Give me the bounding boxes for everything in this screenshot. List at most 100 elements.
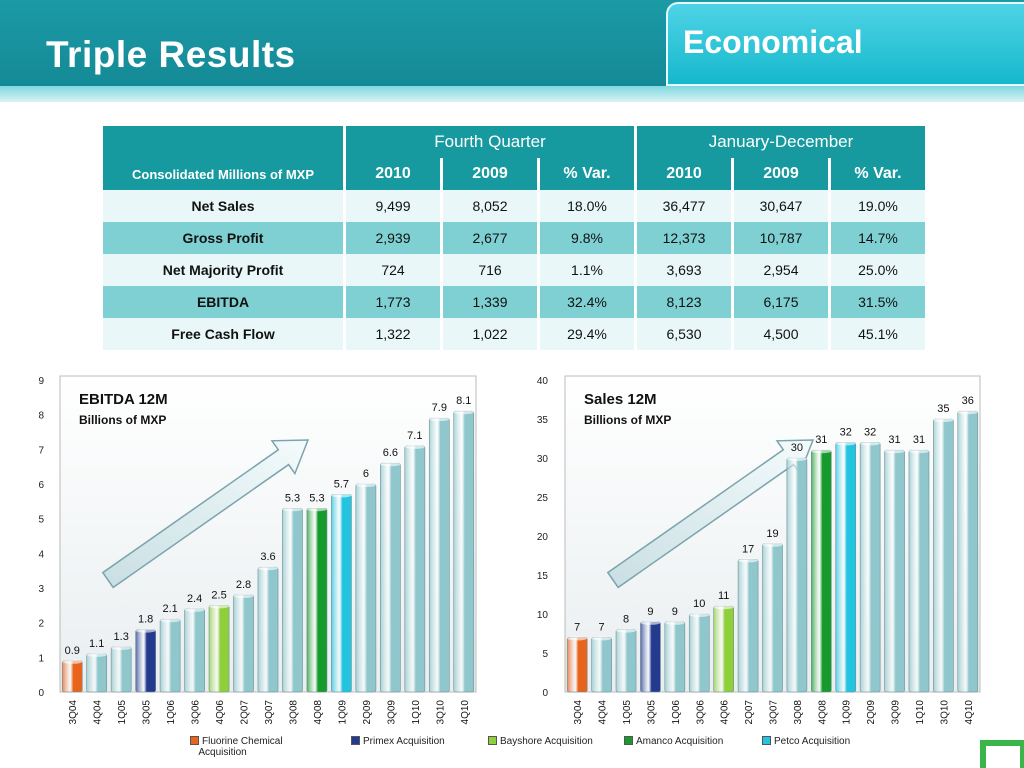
table-cell: 4,500 (734, 318, 828, 350)
bar-cap (453, 410, 474, 415)
y-tick-label: 5 (38, 515, 44, 526)
table-cell: 9,499 (346, 190, 440, 222)
table-cell: 8,052 (443, 190, 537, 222)
column-header: 2010 (637, 158, 731, 190)
bar-cap (160, 618, 181, 623)
bar-cap (429, 417, 450, 422)
group-header-fourth-quarter: Fourth Quarter (346, 126, 634, 158)
y-tick-label: 40 (537, 376, 549, 387)
legend-item-amanco: Amanco Acquisition (624, 736, 723, 747)
bar-4Q10 (453, 410, 475, 693)
bar-cap (908, 449, 929, 454)
y-tick-label: 8 (38, 411, 44, 422)
table-cell: 1.1% (540, 254, 634, 286)
header-accent-strip (0, 86, 1024, 102)
y-tick-label: 9 (38, 376, 44, 387)
y-tick-label: 0 (38, 688, 44, 699)
table-cell: 1,339 (443, 286, 537, 318)
x-tick-label: 3Q10 (435, 700, 446, 725)
bar-cap (957, 410, 978, 415)
legend-swatch (762, 736, 771, 745)
x-tick-label: 1Q10 (411, 700, 422, 725)
table-cell: 724 (346, 254, 440, 286)
bar-1Q06 (159, 618, 181, 693)
bar-1Q09 (835, 442, 857, 693)
row-label: EBITDA (103, 286, 343, 318)
bar-cap (738, 558, 759, 563)
x-tick-label: 2Q09 (866, 700, 877, 725)
chart-1: 0 5 10 15 20 25 30 35 40 Sales 12M Billions of MXP… (537, 375, 981, 725)
bar-1Q10 (404, 445, 426, 693)
x-tick-label: 1Q05 (622, 700, 633, 725)
data-label: 30 (791, 442, 803, 454)
bar-cap (86, 652, 107, 657)
bar-cap (306, 507, 327, 512)
column-header: % Var. (540, 158, 634, 190)
row-label: Free Cash Flow (103, 318, 343, 350)
section-tab[interactable] (666, 2, 1024, 86)
table-cell: 25.0% (831, 254, 925, 286)
legend-item-fluorine: Fluorine Chemical Acquisition (190, 736, 283, 758)
x-tick-label: 3Q08 (793, 700, 804, 725)
x-tick-label: 1Q06 (671, 700, 682, 725)
bar-cap (762, 542, 783, 547)
data-label: 9 (647, 606, 653, 618)
bar-1Q05 (110, 646, 132, 693)
bar-1Q10 (908, 449, 930, 693)
data-label: 10 (693, 598, 705, 610)
trend-arrow (101, 439, 310, 589)
x-tick-label: 3Q09 (386, 700, 397, 725)
legend-swatch (488, 736, 497, 745)
bar-cap (257, 566, 279, 571)
y-tick-label: 6 (38, 480, 44, 491)
bar-4Q08 (306, 507, 328, 693)
data-label: 1.1 (89, 638, 104, 650)
bar-3Q07 (257, 566, 279, 693)
x-tick-label: 4Q10 (964, 700, 975, 725)
bar-4Q06 (713, 605, 734, 693)
bar-cap (933, 418, 954, 422)
x-tick-label: 3Q08 (288, 700, 299, 725)
chart-subtitle: Billions of MXP (584, 413, 671, 427)
bar-cap (135, 628, 156, 633)
bar-cap (209, 604, 230, 609)
y-tick-label: 10 (537, 610, 549, 621)
x-tick-label: 1Q10 (915, 700, 926, 725)
table-cell: 716 (443, 254, 537, 286)
table-corner-top (103, 126, 343, 158)
data-label: 1.8 (138, 614, 153, 626)
x-tick-label: 1Q09 (337, 700, 348, 725)
y-tick-label: 3 (38, 584, 44, 595)
table-row: Gross Profit 2,939 2,677 9.8% 12,373 10,… (103, 222, 925, 254)
data-label: 3.6 (260, 551, 275, 563)
legend-swatch (624, 736, 633, 745)
data-label: 7.9 (432, 402, 447, 414)
x-tick-label: 4Q04 (598, 700, 609, 725)
x-tick-label: 3Q04 (573, 700, 584, 725)
bar-3Q10 (428, 417, 450, 693)
table-cell: 14.7% (831, 222, 925, 254)
table-cell: 1,022 (443, 318, 537, 350)
table-corner-label: Consolidated Millions of MXP (103, 158, 343, 190)
bar-cap (282, 507, 303, 512)
legend-label: Primex Acquisition (363, 736, 445, 747)
bar-cap (713, 605, 734, 610)
bar-2Q07 (233, 594, 254, 693)
x-tick-label: 4Q04 (93, 700, 104, 725)
data-label: 36 (962, 395, 974, 407)
y-tick-label: 30 (537, 454, 549, 465)
table-cell: 8,123 (637, 286, 731, 318)
bar-2Q09 (859, 442, 881, 693)
x-tick-label: 3Q07 (264, 700, 275, 725)
x-tick-label: 1Q09 (842, 700, 853, 725)
data-label: 5.3 (285, 492, 300, 504)
table-row: Free Cash Flow 1,322 1,022 29.4% 6,530 4… (103, 318, 925, 350)
bar-2Q07 (737, 559, 759, 693)
bar-4Q08 (811, 449, 832, 693)
table-cell: 2,954 (734, 254, 828, 286)
data-label: 31 (888, 434, 900, 446)
bar-cap (567, 636, 588, 641)
bar-2Q09 (355, 483, 377, 693)
